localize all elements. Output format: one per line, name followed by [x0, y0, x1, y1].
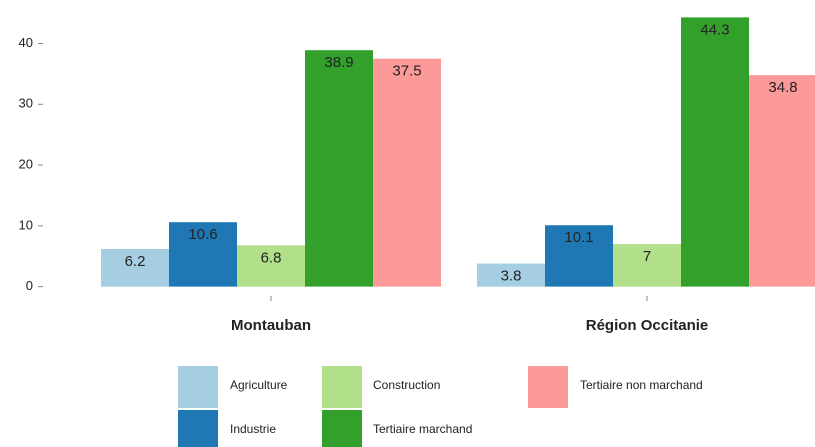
value-label: 34.8: [768, 79, 797, 96]
legend-label: Construction: [373, 378, 440, 392]
legend-label: Industrie: [230, 422, 276, 436]
y-tick-label: 10: [19, 217, 33, 232]
legend-key: [528, 366, 568, 408]
value-label: 10.6: [188, 226, 217, 243]
legend-key: [178, 410, 218, 447]
bar: [545, 225, 613, 287]
bar: [749, 75, 815, 287]
legend-key: [322, 366, 362, 408]
legend-key: [322, 410, 362, 447]
value-label: 6.2: [125, 253, 146, 270]
value-label: 3.8: [501, 268, 522, 285]
value-label: 44.3: [700, 21, 729, 38]
legend-key: [178, 366, 218, 408]
bar: [681, 17, 749, 287]
value-label: 10.1: [564, 229, 593, 246]
bar: [101, 248, 169, 287]
y-tick-label: 40: [19, 35, 33, 50]
bar: [613, 244, 681, 287]
bar: [373, 58, 441, 287]
y-tick-label: 30: [19, 96, 33, 111]
y-tick-label: 0: [26, 278, 33, 293]
x-tick-label: Montauban: [231, 317, 311, 334]
value-label: 38.9: [324, 54, 353, 71]
x-tick-label: Région Occitanie: [586, 317, 709, 334]
bar: [169, 222, 237, 287]
legend-label: Tertiaire marchand: [373, 422, 472, 436]
value-label: 7: [643, 248, 651, 265]
bar: [305, 50, 373, 287]
bar: [237, 245, 305, 287]
value-label: 6.8: [261, 249, 282, 266]
bar: [477, 263, 545, 287]
value-label: 37.5: [392, 63, 421, 80]
legend-label: Agriculture: [230, 378, 288, 392]
legend-label: Tertiaire non marchand: [580, 378, 703, 392]
y-tick-label: 20: [19, 157, 33, 172]
